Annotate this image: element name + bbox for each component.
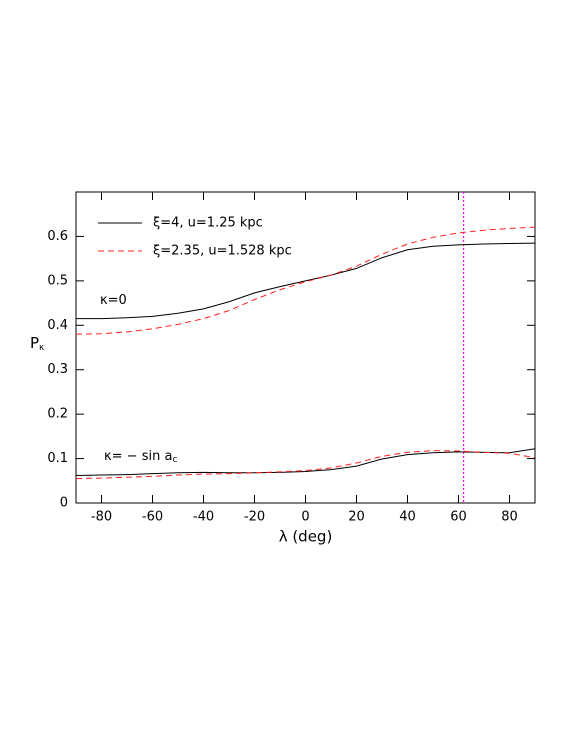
y-tick-label: 0.2 — [47, 407, 68, 422]
x-tick-label: -60 — [142, 510, 163, 525]
y-tick-label: 0 — [60, 496, 68, 511]
x-tick-label: -20 — [244, 510, 265, 525]
x-tick-label: 0 — [301, 510, 309, 525]
y-tick-label: 0.6 — [47, 229, 68, 244]
x-tick-label: 60 — [450, 510, 467, 525]
annotation-sub: c — [172, 455, 177, 465]
series-line — [75, 448, 536, 476]
y-axis-label-sub: κ — [39, 343, 45, 353]
x-tick-label: -40 — [193, 510, 214, 525]
x-axis-label: λ (deg) — [279, 528, 333, 546]
y-tick-label: 0.4 — [47, 318, 68, 333]
x-tick-label: 80 — [501, 510, 518, 525]
annotation-text: κ= − sin a — [104, 449, 172, 464]
y-axis-label: Pκ — [30, 334, 45, 353]
y-axis-label-main: P — [30, 334, 39, 352]
annotation: κ=0 — [100, 293, 127, 308]
annotation: κ= − sin ac — [104, 449, 177, 465]
series-line — [76, 242, 536, 320]
x-tick-label: 20 — [348, 510, 365, 525]
series-line — [75, 450, 536, 480]
y-tick-label: 0.3 — [47, 362, 68, 377]
x-tick-label: -80 — [91, 510, 112, 525]
annotation-text: κ=0 — [100, 293, 127, 308]
legend-label: ξ=4, u=1.25 kpc — [153, 216, 263, 231]
legend-label: ξ=2.35, u=1.528 kpc — [153, 244, 292, 259]
x-tick-label: 40 — [399, 510, 416, 525]
y-tick-label: 0.1 — [47, 451, 68, 466]
y-tick-label: 0.5 — [47, 273, 68, 288]
